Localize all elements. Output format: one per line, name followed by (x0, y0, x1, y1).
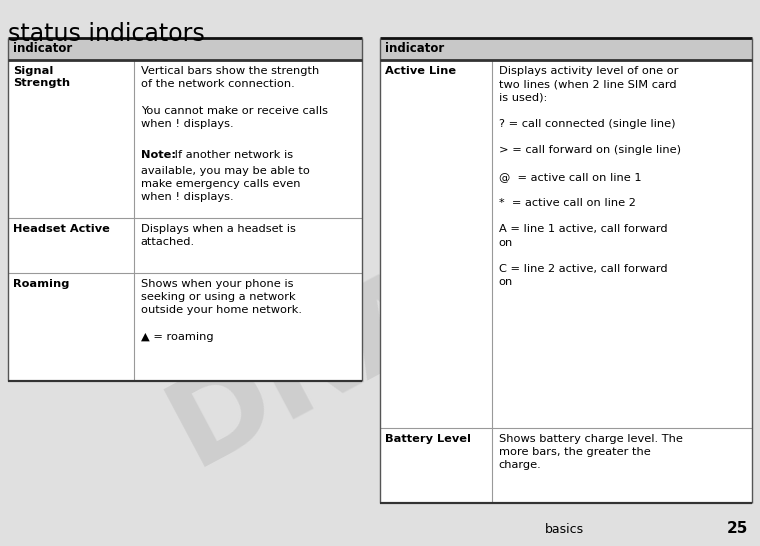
Text: Roaming: Roaming (13, 279, 69, 289)
Text: indicator: indicator (13, 43, 72, 56)
Text: status indicators: status indicators (8, 22, 204, 46)
Text: Vertical bars show the strength
of the network connection.

You cannot make or r: Vertical bars show the strength of the n… (141, 66, 328, 129)
Text: Shows when your phone is
seeking or using a network
outside your home network.

: Shows when your phone is seeking or usin… (141, 279, 302, 342)
Text: Note:: Note: (141, 150, 176, 160)
Text: DRAFT: DRAFT (150, 171, 610, 489)
Text: basics: basics (545, 523, 584, 536)
Text: indicator: indicator (385, 43, 445, 56)
Text: Shows battery charge level. The
more bars, the greater the
charge.: Shows battery charge level. The more bar… (499, 434, 682, 471)
Text: Battery Level: Battery Level (385, 434, 471, 444)
Text: Displays when a headset is
attached.: Displays when a headset is attached. (141, 224, 296, 247)
Text: Active Line: Active Line (385, 66, 456, 76)
Bar (380, 38, 752, 60)
Bar (8, 38, 362, 60)
Bar (380, 38, 752, 503)
Text: If another network is: If another network is (171, 150, 293, 160)
Text: Headset Active: Headset Active (13, 224, 110, 234)
Text: Signal
Strength: Signal Strength (13, 66, 70, 88)
Text: 25: 25 (727, 521, 748, 536)
Text: Displays activity level of one or
two lines (when 2 line SIM card
is used):

? =: Displays activity level of one or two li… (499, 66, 681, 287)
Text: available, you may be able to
make emergency calls even
when ! displays.: available, you may be able to make emerg… (141, 165, 309, 202)
Bar (8, 38, 362, 381)
